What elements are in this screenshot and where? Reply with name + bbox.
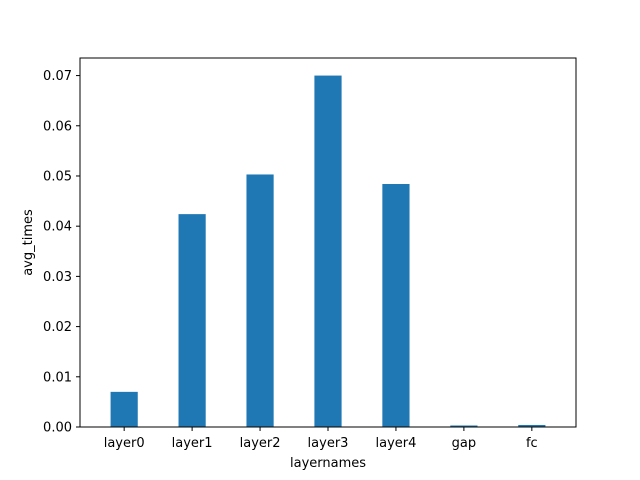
x-axis-label: layernames (290, 456, 366, 471)
bars-group (110, 75, 546, 428)
x-tick-label: layer2 (240, 436, 281, 451)
y-tick-label: 0.04 (43, 220, 72, 235)
y-tick-label: 0.05 (43, 169, 72, 184)
bar-gap (450, 425, 478, 427)
y-axis-ticks: 0.00 0.01 0.02 0.03 0.04 0.05 0.06 0.07 (43, 69, 80, 436)
bar-layer3 (314, 75, 342, 428)
plot-frame (79, 57, 577, 428)
bar-layer4 (382, 184, 410, 427)
y-tick-label: 0.07 (43, 69, 72, 84)
x-tick-label: layer4 (375, 436, 416, 451)
y-tick-label: 0.06 (43, 119, 72, 134)
bar-fc (518, 424, 546, 427)
x-tick-label: layer1 (172, 436, 213, 451)
x-axis-ticks: layer0 layer1 layer2 layer3 layer4 gap fc (104, 427, 538, 451)
bar-layer1 (178, 214, 206, 427)
y-tick-label: 0.02 (43, 320, 72, 335)
x-tick-label: fc (526, 436, 538, 451)
y-axis-label: avg_times (21, 209, 36, 276)
bar-layer2 (246, 174, 274, 427)
y-tick-label: 0.01 (43, 370, 72, 385)
y-tick-label: 0.03 (43, 270, 72, 285)
x-tick-label: layer3 (308, 436, 349, 451)
x-tick-label: gap (452, 436, 476, 451)
bar-layer0 (110, 391, 138, 427)
x-tick-label: layer0 (104, 436, 145, 451)
y-tick-label: 0.00 (43, 421, 72, 436)
